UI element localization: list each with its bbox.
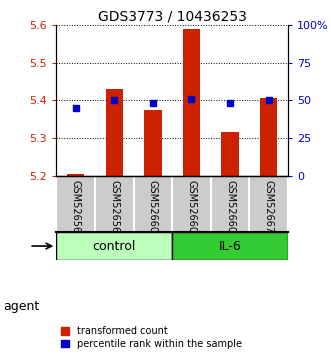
Text: GSM526562: GSM526562 (109, 181, 119, 240)
Bar (172, 232, 288, 260)
Bar (67, 174, 84, 176)
Text: GSM526678: GSM526678 (264, 181, 274, 240)
Text: control: control (92, 240, 136, 252)
Title: GDS3773 / 10436253: GDS3773 / 10436253 (98, 10, 247, 24)
Text: GSM526603: GSM526603 (186, 181, 196, 240)
Text: IL-6: IL-6 (219, 240, 241, 252)
Bar (221, 132, 239, 176)
Text: GSM526602: GSM526602 (148, 181, 158, 240)
Legend: transformed count, percentile rank within the sample: transformed count, percentile rank withi… (61, 326, 242, 349)
Bar (106, 89, 123, 176)
Bar (56, 232, 172, 260)
Text: GSM526561: GSM526561 (71, 181, 80, 240)
Text: GSM526605: GSM526605 (225, 181, 235, 240)
Bar (144, 110, 162, 176)
Bar (183, 29, 200, 176)
Text: agent: agent (3, 300, 40, 313)
Bar (260, 98, 277, 176)
